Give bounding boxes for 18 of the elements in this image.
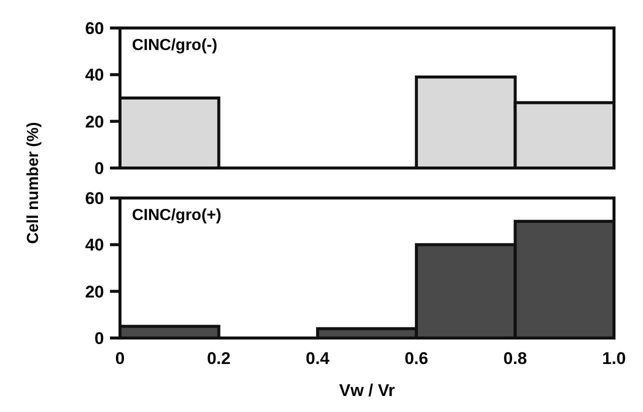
text: CINC/gro(-) — [132, 37, 218, 54]
y-tick-label: 60 — [85, 188, 104, 208]
x-tick-label: 0.8 — [503, 349, 528, 368]
x-tick-label: 0 — [115, 349, 125, 368]
y-tick-label: 0 — [94, 158, 104, 178]
y-tick-label: 40 — [85, 236, 104, 255]
text: CINC/gro(+) — [132, 207, 222, 224]
y-tick-label: 60 — [85, 18, 104, 38]
y-tick-label: 20 — [85, 282, 104, 302]
y-axis-title: Cell number (%) — [25, 122, 42, 244]
y-tick-label: 40 — [85, 66, 104, 85]
x-tick-label: 1.0 — [602, 349, 626, 368]
x-tick-label: 0.2 — [206, 349, 231, 368]
y-tick-label: 20 — [85, 112, 104, 132]
x-tick-label: 0.6 — [404, 349, 428, 368]
y-tick-label: 0 — [94, 328, 104, 348]
x-tick-label: 0.4 — [306, 349, 330, 368]
x-axis-title: Vw / Vr — [339, 381, 396, 400]
